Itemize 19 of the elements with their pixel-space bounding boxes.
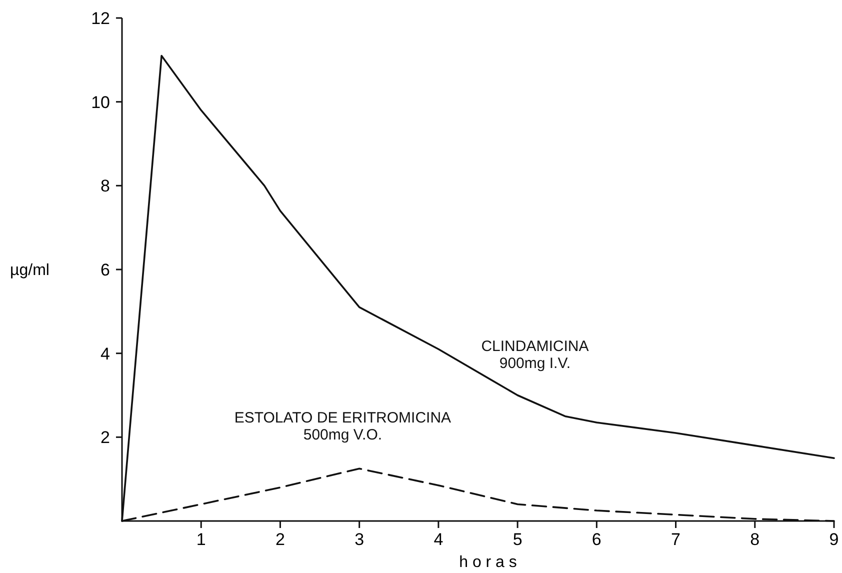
y-tick-label: 12 [91,8,110,28]
y-tick-label: 4 [100,344,110,364]
x-tick-label: 1 [196,530,206,549]
x-tick-label: 6 [592,530,602,549]
x-tick-label: 8 [750,530,760,549]
x-tick-label: 5 [512,530,522,549]
x-tick-label: 3 [354,530,364,549]
series-label: CLINDAMICINA 900mg I.V. [481,338,589,372]
x-tick-label: 2 [275,530,285,549]
x-axis-title: h o r a s [459,554,517,571]
y-axis-title: µg/ml [10,262,50,280]
x-tick-label: 4 [434,530,444,549]
y-tick-label: 6 [100,260,110,280]
y-tick-label: 8 [100,176,110,196]
x-tick-label: 9 [829,530,839,549]
text: ESTOLATO DE ERITROMICINA 500mg V.O. [234,410,452,444]
x-tick-label: 7 [671,530,681,549]
y-tick-label: 10 [91,92,110,112]
y-tick-label: 2 [100,428,110,448]
